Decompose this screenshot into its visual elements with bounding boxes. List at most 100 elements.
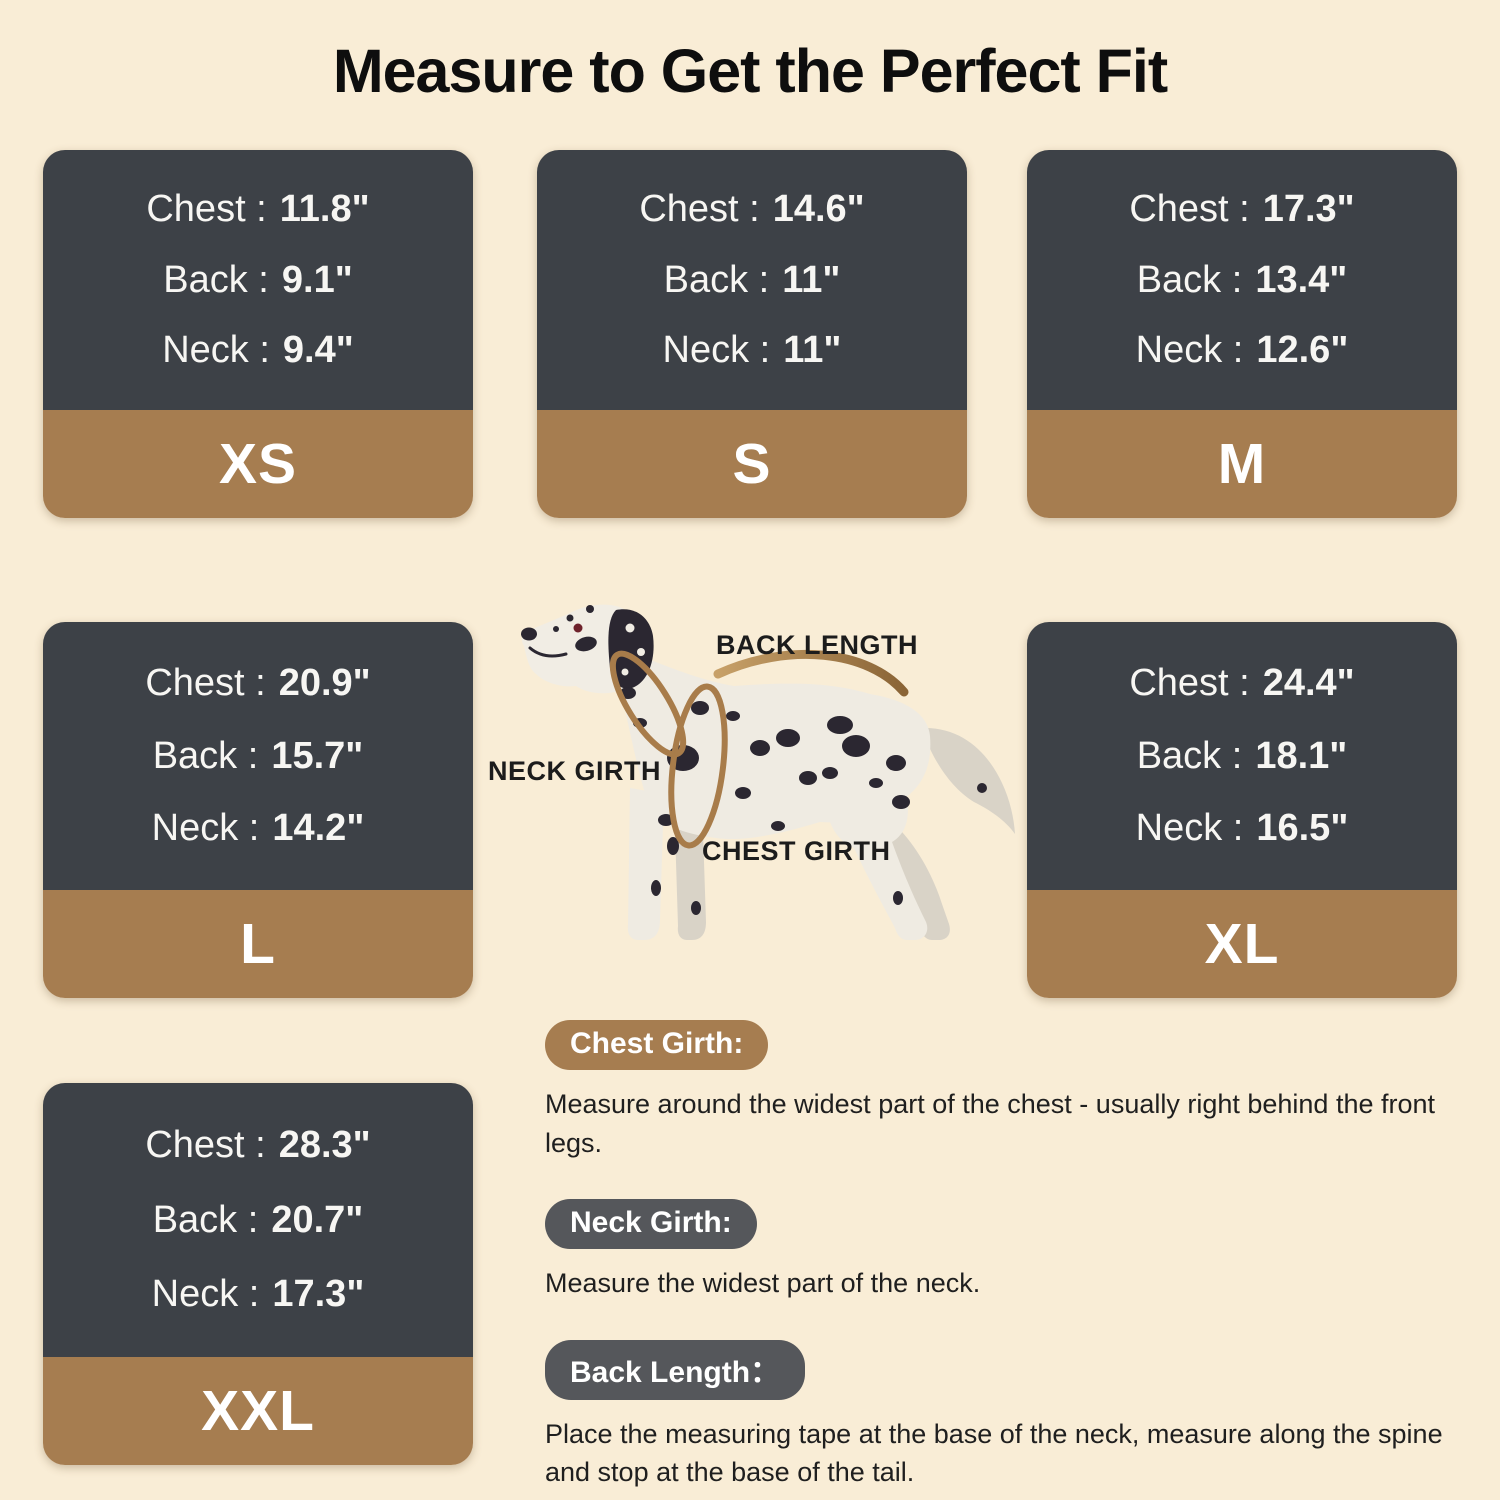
back-length-description: Place the measuring tape at the base of … (545, 1418, 1443, 1488)
measurement-value: 12.6" (1256, 329, 1349, 372)
measurement-value: 14.6" (772, 187, 865, 230)
measurement-label: Chest : (1129, 661, 1250, 704)
measurement-value: 28.3" (278, 1124, 371, 1167)
size-card-xl: Chest : 24.4" Back : 18.1" Neck : 16.5" XL (1027, 622, 1457, 998)
measurement-row: Back : 20.7" (153, 1199, 364, 1242)
measurement-label: Neck : (1135, 807, 1244, 850)
measurement-label: Back : (1136, 734, 1243, 777)
measurement-label: Chest : (145, 661, 266, 704)
measurement-label: Back : (152, 734, 259, 777)
measurement-label: Neck : (662, 329, 771, 372)
ear-spot (625, 623, 635, 633)
size-label: XS (43, 410, 473, 518)
size-label: S (537, 410, 967, 518)
page-title: Measure to Get the Perfect Fit (332, 37, 1168, 105)
measurement-value: 24.4" (1262, 661, 1355, 704)
size-card-xs: Chest : 11.8" Back : 9.1" Neck : 9.4" XS (43, 150, 473, 518)
neck-girth-guide: Neck Girth: Measure the widest part of t… (545, 1199, 1467, 1303)
measurement-value: 9.1" (281, 258, 353, 301)
chest-girth-badge: Chest Girth: (545, 1020, 769, 1070)
measurement-label: Neck : (1135, 329, 1244, 372)
dog-mouth (528, 646, 568, 658)
measurement-row: Back : 18.1" (1137, 735, 1348, 778)
measurement-label: Chest : (639, 187, 760, 230)
measurement-label: Chest : (145, 1124, 266, 1167)
size-card-l: Chest : 20.9" Back : 15.7" Neck : 14.2" L (43, 622, 473, 998)
size-card-m: Chest : 17.3" Back : 13.4" Neck : 12.6" M (1027, 150, 1457, 518)
measurement-value: 17.3" (1262, 187, 1355, 230)
back-length-label: BACK LENGTH (716, 630, 918, 660)
measurement-label: Back : (163, 258, 269, 301)
measurement-value: 13.4" (1255, 258, 1348, 301)
measurement-label: Back : (663, 258, 770, 301)
measurements-panel: Chest : 24.4" Back : 18.1" Neck : 16.5" (1027, 622, 1457, 890)
measurement-value: 15.7" (271, 734, 364, 777)
measurement-value: 11" (783, 329, 842, 372)
measurement-row: Chest : 17.3" (1129, 188, 1354, 231)
size-label: M (1027, 410, 1457, 518)
size-card-xxl: Chest : 28.3" Back : 20.7" Neck : 17.3" XXL (43, 1083, 473, 1465)
chest-girth-tape (668, 683, 728, 849)
measurement-row: Back : 11" (664, 259, 841, 302)
measurement-row: Chest : 20.9" (145, 662, 370, 705)
dalmatian-diagram: BACK LENGTH NECK GIRTH CHEST GIRTH (488, 604, 1015, 940)
measurement-row: Back : 9.1" (163, 259, 352, 302)
measurement-row: Neck : 11" (663, 329, 842, 372)
measurement-row: Chest : 24.4" (1129, 662, 1354, 705)
measurements-panel: Chest : 14.6" Back : 11" Neck : 11" (537, 150, 967, 410)
measurement-label: Chest : (146, 187, 267, 230)
measurements-panel: Chest : 17.3" Back : 13.4" Neck : 12.6" (1027, 150, 1457, 410)
dog-eye (573, 623, 583, 633)
measurement-row: Neck : 17.3" (152, 1273, 365, 1316)
measurement-value: 9.4" (282, 329, 354, 372)
measuring-guides: Chest Girth: Measure around the widest p… (545, 1020, 1467, 1492)
neck-girth-tape (609, 650, 687, 758)
measurement-value: 17.3" (272, 1272, 365, 1315)
measurement-row: Neck : 12.6" (1136, 329, 1349, 372)
measurements-panel: Chest : 11.8" Back : 9.1" Neck : 9.4" (43, 150, 473, 410)
measurement-label: Back : (152, 1198, 259, 1241)
measurement-value: 16.5" (1256, 807, 1349, 850)
dog-measurement-illustration: BACK LENGTH NECK GIRTH CHEST GIRTH (478, 588, 1023, 1013)
measurement-row: Neck : 16.5" (1136, 807, 1349, 850)
measurement-row: Chest : 28.3" (145, 1124, 370, 1167)
neck-girth-description: Measure the widest part of the neck. (545, 1268, 981, 1299)
measurement-label: Neck : (162, 329, 270, 372)
back-length-tape (713, 649, 909, 697)
measurement-value: 20.9" (278, 661, 371, 704)
measurement-row: Chest : 11.8" (146, 188, 369, 231)
chest-girth-guide: Chest Girth: Measure around the widest p… (545, 1020, 1467, 1162)
measurement-row: Back : 15.7" (153, 735, 364, 778)
neck-girth-label: NECK GIRTH (488, 756, 661, 786)
measurement-label: Back : (1136, 258, 1243, 301)
measurement-row: Back : 13.4" (1137, 259, 1348, 302)
measurement-value: 20.7" (271, 1198, 364, 1241)
dog-front-leg (627, 788, 664, 940)
ear-spot (621, 668, 629, 676)
size-label: XL (1027, 890, 1457, 998)
measurement-value: 11.8" (279, 187, 370, 230)
measurement-label: Chest : (1129, 187, 1250, 230)
dog-spots (553, 605, 987, 915)
size-label: XXL (43, 1357, 473, 1465)
size-label: L (43, 890, 473, 998)
dog-nose (521, 627, 537, 641)
neck-girth-badge: Neck Girth: (545, 1199, 757, 1250)
measurements-panel: Chest : 28.3" Back : 20.7" Neck : 17.3" (43, 1083, 473, 1357)
measurement-label: Neck : (151, 1272, 260, 1315)
back-length-guide: Back Length： Place the measuring tape at… (545, 1339, 1467, 1492)
measurement-value: 11" (782, 258, 841, 301)
ear-spot (637, 648, 645, 656)
measurement-label: Neck : (151, 807, 260, 850)
measurement-value: 14.2" (272, 807, 365, 850)
measurement-row: Neck : 14.2" (152, 807, 365, 850)
size-card-s: Chest : 14.6" Back : 11" Neck : 11" S (537, 150, 967, 518)
measurement-row: Neck : 9.4" (162, 329, 354, 372)
chest-girth-label: CHEST GIRTH (702, 836, 891, 866)
measurement-value: 18.1" (1255, 734, 1348, 777)
measurement-row: Chest : 14.6" (639, 188, 864, 231)
measurements-panel: Chest : 20.9" Back : 15.7" Neck : 14.2" (43, 622, 473, 890)
dog-tail (924, 728, 1015, 834)
chest-girth-description: Measure around the widest part of the ch… (545, 1089, 1436, 1158)
